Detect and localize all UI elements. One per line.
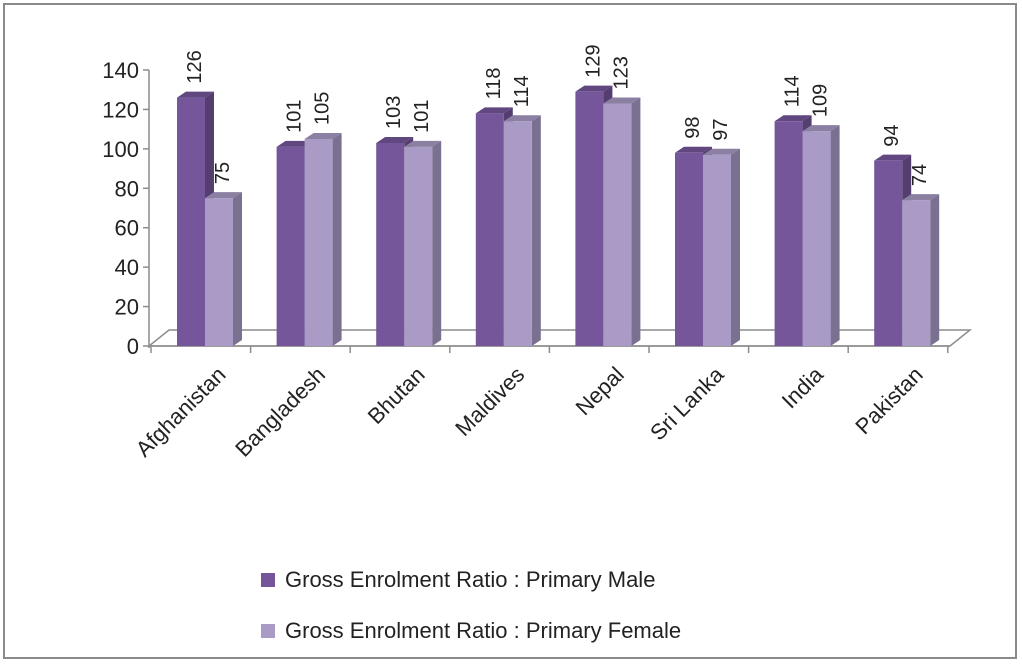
bar-top bbox=[902, 194, 940, 201]
bar-side bbox=[432, 140, 442, 346]
bar-top bbox=[304, 133, 342, 139]
bar-front bbox=[902, 200, 931, 346]
bar-side bbox=[830, 125, 840, 346]
bar-chart: 0 20 40 60 80 100 120 140 126 75 Afghanistan 101 105… bbox=[102, 44, 973, 462]
legend-item-male: Gross Enrolment Ratio : Primary Male bbox=[261, 567, 655, 593]
y-tick-label: 40 bbox=[115, 255, 139, 280]
data-label: 75 bbox=[212, 162, 234, 184]
chart-floor bbox=[146, 329, 973, 347]
data-label: 114 bbox=[511, 75, 533, 107]
bar-front bbox=[205, 198, 233, 346]
y-tick-label: 100 bbox=[102, 137, 139, 162]
bar-front bbox=[503, 121, 532, 346]
bar-front bbox=[603, 103, 632, 346]
bar-female-sri-lanka bbox=[703, 148, 740, 346]
x-category-label: India bbox=[777, 361, 829, 413]
bar-female-afghanistan bbox=[205, 192, 242, 346]
x-category-label: Maldives bbox=[450, 362, 529, 441]
bar-side bbox=[631, 97, 641, 346]
chart-frame: 0 20 40 60 80 100 120 140 126 75 Afghanistan 101 105… bbox=[3, 3, 1017, 659]
bar-top bbox=[205, 192, 242, 199]
bar-side bbox=[731, 148, 740, 346]
data-label: 94 bbox=[881, 124, 903, 146]
bar-female-maldives bbox=[503, 115, 541, 346]
y-tick-label: 120 bbox=[102, 97, 139, 122]
data-label: 126 bbox=[184, 50, 206, 83]
data-label: 109 bbox=[810, 84, 832, 117]
data-label: 123 bbox=[610, 56, 632, 89]
bar-front bbox=[475, 113, 504, 346]
legend-label-male: Gross Enrolment Ratio : Primary Male bbox=[285, 567, 656, 592]
bar-female-bhutan bbox=[404, 140, 442, 346]
data-label: 103 bbox=[383, 96, 405, 129]
bar-side bbox=[233, 192, 242, 346]
bars bbox=[177, 85, 940, 346]
x-category-label: Nepal bbox=[571, 362, 629, 420]
y-tick-label: 140 bbox=[102, 58, 139, 83]
bar-front bbox=[774, 121, 803, 346]
legend-item-female: Gross Enrolment Ratio : Primary Female bbox=[261, 618, 681, 644]
data-label: 129 bbox=[582, 44, 604, 77]
legend-swatch-male bbox=[261, 573, 275, 587]
x-category-label: Sri Lanka bbox=[645, 361, 729, 445]
bar-front bbox=[404, 146, 433, 346]
data-label: 97 bbox=[710, 119, 732, 141]
bar-side bbox=[332, 133, 342, 346]
bar-female-bangladesh bbox=[304, 133, 342, 346]
bar-top bbox=[276, 140, 314, 147]
bar-top bbox=[503, 115, 541, 122]
data-label: 114 bbox=[782, 75, 804, 107]
bar-front bbox=[276, 146, 305, 346]
bar-female-nepal bbox=[603, 97, 641, 346]
bar-top bbox=[575, 85, 613, 92]
floor-plane bbox=[146, 329, 973, 347]
bar-front bbox=[802, 131, 831, 346]
bar-front bbox=[376, 142, 405, 346]
x-category-label: Bangladesh bbox=[230, 362, 330, 462]
x-category-label: Pakistan bbox=[850, 362, 927, 439]
x-category-label: Afghanistan bbox=[131, 362, 231, 462]
x-category-label: Bhutan bbox=[363, 362, 430, 429]
bar-top bbox=[774, 115, 812, 122]
bar-front bbox=[703, 154, 731, 346]
bar-top bbox=[177, 91, 214, 98]
y-tick-label: 60 bbox=[115, 216, 139, 241]
bar-top bbox=[376, 136, 414, 143]
bar-front bbox=[675, 152, 703, 346]
legend-swatch-female bbox=[261, 624, 275, 638]
y-tick-label: 80 bbox=[115, 176, 139, 201]
legend-label-female: Gross Enrolment Ratio : Primary Female bbox=[285, 618, 682, 643]
data-label: 74 bbox=[909, 164, 931, 186]
bar-female-pakistan bbox=[902, 194, 940, 346]
bar-top bbox=[603, 97, 641, 104]
bar-top bbox=[475, 107, 513, 114]
bar-front bbox=[177, 97, 205, 346]
bar-top bbox=[675, 146, 712, 153]
data-label: 118 bbox=[483, 67, 505, 99]
bar-side bbox=[531, 115, 541, 346]
data-label: 98 bbox=[682, 117, 704, 139]
y-tick-label: 20 bbox=[115, 295, 139, 320]
data-label: 101 bbox=[411, 100, 433, 133]
bar-top bbox=[404, 140, 442, 147]
bar-top bbox=[874, 154, 912, 161]
data-label: 105 bbox=[312, 92, 334, 125]
bar-top bbox=[703, 148, 740, 155]
bar-side bbox=[930, 194, 940, 346]
bar-female-india bbox=[802, 125, 840, 346]
y-tick-label: 0 bbox=[127, 334, 139, 359]
bar-front bbox=[304, 139, 333, 346]
data-label: 101 bbox=[284, 100, 306, 133]
bar-top bbox=[802, 125, 840, 132]
bar-front bbox=[874, 160, 903, 346]
bar-front bbox=[575, 91, 604, 346]
